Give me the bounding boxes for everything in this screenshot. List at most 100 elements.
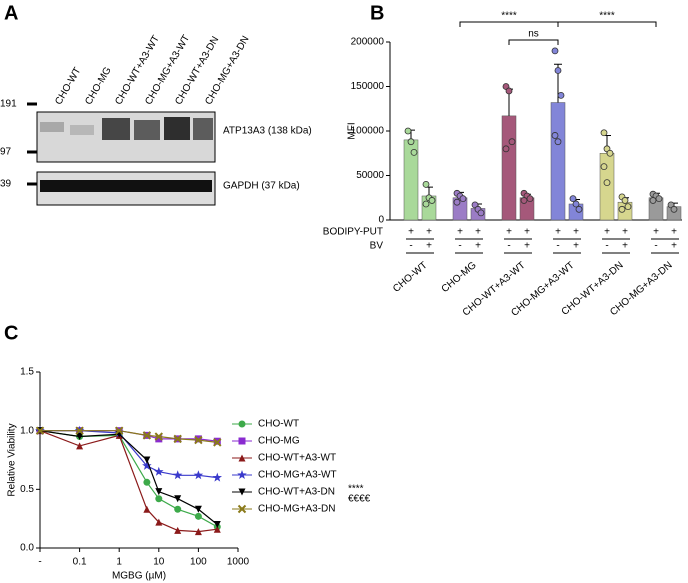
marker-label: 39 bbox=[0, 179, 12, 190]
data-point bbox=[407, 138, 415, 146]
data-point bbox=[569, 195, 577, 203]
legend-marker bbox=[237, 470, 247, 479]
category-label: CHO-WT bbox=[391, 260, 430, 295]
row-sign: - bbox=[458, 241, 461, 252]
row-sign: + bbox=[555, 227, 561, 238]
marker bbox=[76, 442, 84, 450]
data-point bbox=[422, 200, 430, 208]
y-tick-label: 1.5 bbox=[20, 367, 34, 378]
legend-label: CHO-MG+A3-DN bbox=[258, 504, 336, 515]
marker bbox=[155, 435, 163, 443]
marker bbox=[172, 470, 183, 480]
row-sign: - bbox=[654, 241, 657, 252]
row-sign: + bbox=[622, 227, 628, 238]
marker bbox=[173, 434, 182, 444]
y-tick-label: 0.5 bbox=[20, 484, 34, 495]
row-sign: - bbox=[605, 241, 608, 252]
marker bbox=[155, 495, 163, 503]
marker bbox=[35, 426, 45, 435]
category-label: CHO-MG bbox=[440, 260, 479, 295]
significance-label: **** bbox=[501, 11, 517, 22]
legend-label: CHO-MG bbox=[258, 436, 300, 447]
annotation: **** bbox=[348, 484, 364, 495]
series-line bbox=[40, 430, 218, 479]
row-sign: - bbox=[556, 241, 559, 252]
significance-bracket bbox=[557, 21, 657, 27]
row-sign: - bbox=[507, 241, 510, 252]
marker bbox=[174, 505, 182, 513]
legend-marker bbox=[238, 454, 246, 462]
y-tick-label: 100000 bbox=[351, 126, 385, 137]
marker bbox=[213, 525, 221, 533]
data-point bbox=[554, 138, 562, 146]
data-point bbox=[606, 149, 614, 157]
row-sign: + bbox=[475, 227, 481, 238]
data-point bbox=[422, 180, 430, 188]
significance-bracket bbox=[508, 39, 559, 45]
data-point bbox=[551, 132, 559, 139]
significance-label: **** bbox=[599, 11, 615, 22]
marker bbox=[194, 505, 202, 513]
blot-image bbox=[36, 111, 216, 206]
panel-letter: C bbox=[4, 322, 18, 344]
y-tick-label: 150000 bbox=[351, 81, 385, 92]
marker bbox=[142, 431, 152, 440]
data-point bbox=[600, 129, 608, 137]
data-point bbox=[649, 197, 657, 204]
legend-label: CHO-MG+A3-WT bbox=[258, 470, 337, 481]
x-tick-label: 100 bbox=[190, 557, 207, 568]
band-label: GAPDH (37 kDa) bbox=[223, 181, 300, 192]
legend-label: CHO-WT+A3-WT bbox=[258, 453, 336, 464]
x-tick-label: - bbox=[38, 557, 41, 568]
marker bbox=[142, 460, 152, 470]
row-sign: + bbox=[475, 241, 481, 252]
data-point bbox=[526, 195, 534, 203]
data-point bbox=[655, 195, 663, 203]
marker bbox=[212, 472, 222, 482]
row-sign: + bbox=[524, 241, 530, 252]
row-sign: + bbox=[604, 227, 610, 238]
x-tick-label: 1 bbox=[116, 557, 122, 568]
marker bbox=[194, 435, 203, 445]
legend-label: CHO-WT+A3-DN bbox=[258, 487, 335, 498]
data-point bbox=[624, 203, 632, 211]
legend-marker bbox=[237, 504, 247, 514]
marker bbox=[193, 470, 204, 480]
marker bbox=[143, 456, 151, 464]
y-tick-label: 0 bbox=[378, 215, 384, 226]
marker bbox=[155, 488, 163, 496]
row-label: BV bbox=[370, 241, 384, 252]
marker bbox=[143, 505, 151, 513]
legend-marker bbox=[238, 437, 246, 445]
y-tick-label: 1.0 bbox=[20, 425, 34, 436]
bar bbox=[550, 102, 566, 221]
x-tick-label: 1000 bbox=[227, 557, 250, 568]
marker bbox=[154, 432, 164, 441]
marker bbox=[76, 433, 84, 441]
data-point bbox=[453, 198, 461, 206]
significance-label: ns bbox=[528, 29, 539, 40]
axis bbox=[389, 42, 682, 221]
row-sign: + bbox=[506, 227, 512, 238]
data-point bbox=[410, 148, 418, 156]
data-point bbox=[572, 200, 580, 208]
marker bbox=[194, 512, 202, 520]
marker bbox=[154, 466, 164, 476]
marker bbox=[174, 495, 182, 503]
legend-marker bbox=[238, 420, 246, 428]
data-point bbox=[575, 205, 583, 213]
data-point bbox=[505, 87, 513, 95]
row-sign: + bbox=[573, 241, 579, 252]
data-point bbox=[551, 47, 559, 55]
y-axis-label: Relative Viability bbox=[7, 423, 18, 496]
bar bbox=[599, 153, 615, 221]
y-tick-label: 200000 bbox=[351, 37, 385, 48]
panel-letter: B bbox=[370, 2, 384, 24]
row-sign: + bbox=[524, 227, 530, 238]
marker-label: 97 bbox=[0, 147, 12, 158]
data-point bbox=[600, 163, 608, 171]
y-axis-label: MFI bbox=[347, 122, 358, 139]
series-line bbox=[40, 430, 218, 443]
series-line bbox=[39, 430, 218, 533]
